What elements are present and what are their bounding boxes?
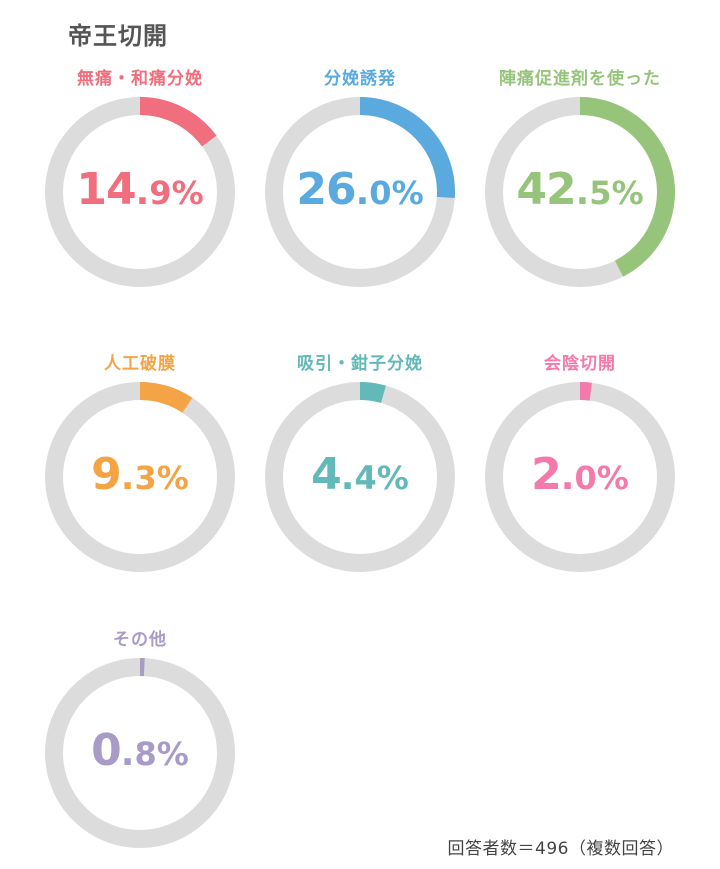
value-decimal-part: 0 [369,174,392,212]
donut-value-arc [359,97,455,198]
value-unit: % [611,174,644,212]
donut-value-arc [139,97,217,147]
donut-label: 陣痛促進剤を使った [499,69,661,89]
donut-chart-item: 吸引・鉗子分娩 4.4% [260,349,460,589]
value-decimal-part: 0 [574,459,597,497]
value-unit: % [376,459,409,497]
value-unit: % [596,459,629,497]
donut-label: 人工破膜 [104,354,176,374]
donut-value-text: 26.0% [260,168,460,212]
value-integer-part: 0 [91,725,122,776]
value-unit: % [391,174,424,212]
value-decimal-point: . [340,457,355,498]
value-integer-part: 2 [531,449,562,500]
value-unit: % [156,735,189,773]
donut-value-text: 4.4% [260,453,460,497]
value-decimal-part: 3 [134,459,157,497]
value-decimal-part: 8 [134,735,157,773]
value-integer-part: 42 [516,164,576,215]
donut-ring [45,658,235,848]
value-decimal-part: 4 [354,459,377,497]
donut-value-arc [579,382,592,401]
donut-label: 吸引・鉗子分娩 [297,354,423,374]
value-decimal-part: 5 [589,174,612,212]
respondent-count-note: 回答者数＝496（複数回答） [447,839,674,859]
value-decimal-point: . [560,457,575,498]
donut-label: 会陰切開 [544,354,616,374]
donut-ring [485,97,675,287]
donut-value-text: 9.3% [40,453,240,497]
value-decimal-point: . [120,733,135,774]
value-decimal-point: . [135,172,150,213]
donut-ring [45,97,235,287]
value-integer-part: 14 [76,164,136,215]
donut-ring [265,97,455,287]
donut-value-text: 42.5% [480,168,680,212]
donut-ring [265,382,455,572]
value-decimal-point: . [355,172,370,213]
value-unit: % [171,174,204,212]
donut-chart-item: 分娩誘発 26.0% [260,64,460,304]
value-integer-part: 4 [311,449,342,500]
donut-label: その他 [113,630,167,650]
value-integer-part: 26 [296,164,356,215]
donut-chart-item: 人工破膜 9.3% [40,349,240,589]
value-unit: % [156,459,189,497]
donut-value-arc [579,97,675,277]
donut-value-arc [359,382,386,403]
donut-ring [45,382,235,572]
donut-value-text: 0.8% [40,729,240,773]
value-integer-part: 9 [91,449,122,500]
chart-title: 帝王切開 [68,22,168,50]
donut-value-text: 2.0% [480,453,680,497]
donut-chart-item: 無痛・和痛分娩 14.9% [40,64,240,304]
value-decimal-point: . [120,457,135,498]
value-decimal-point: . [575,172,590,213]
donut-chart-item: その他 0.8% [40,625,240,865]
donut-value-arc [139,382,193,413]
donut-label: 無痛・和痛分娩 [77,69,203,89]
donut-ring [485,382,675,572]
donut-chart-item: 陣痛促進剤を使った 42.5% [480,64,680,304]
value-decimal-part: 9 [149,174,172,212]
donut-value-text: 14.9% [40,168,240,212]
donut-chart-item: 会陰切開 2.0% [480,349,680,589]
donut-label: 分娩誘発 [324,69,396,89]
